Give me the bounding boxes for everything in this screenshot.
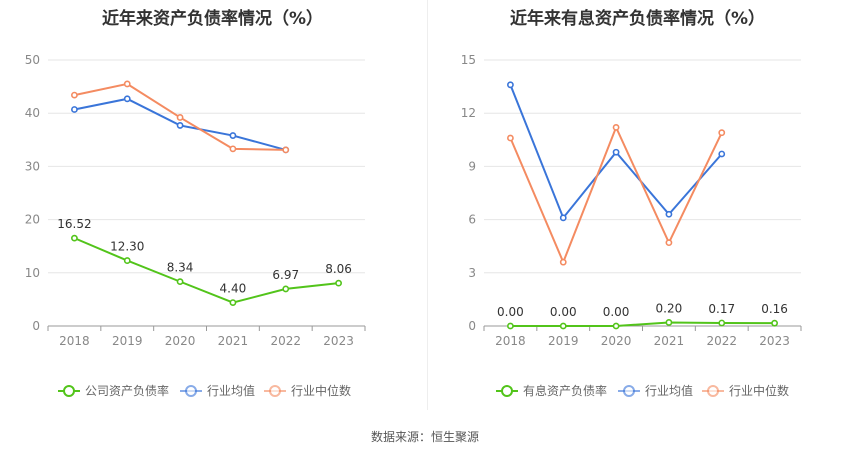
- right-y-tick-label: 12: [461, 106, 476, 120]
- right-x-tick-label: 2019: [548, 334, 579, 348]
- left-chart-title: 近年来资产负债率情况（%）: [101, 9, 324, 29]
- right-series-line-0: [510, 321, 775, 327]
- right-x-tick-label: 2021: [654, 334, 685, 348]
- right-x-tick-label: 2020: [601, 334, 632, 348]
- left-data-label: 8.34: [167, 261, 194, 275]
- left-series-point-0: [71, 234, 78, 242]
- left-y-tick-label: 50: [25, 53, 40, 67]
- right-legend-label-0: 有息资产负债率: [523, 383, 607, 398]
- panel-divider: [427, 0, 428, 410]
- right-data-label: 0.20: [656, 301, 683, 315]
- right-y-tick-label: 6: [468, 213, 476, 227]
- left-data-label: 4.40: [220, 282, 247, 296]
- right-series-point-0: [559, 322, 567, 330]
- right-data-label: 0.00: [603, 305, 630, 319]
- right-series-point-1: [612, 148, 620, 156]
- left-y-tick-label: 40: [25, 106, 40, 120]
- right-data-label: 0.00: [550, 305, 577, 319]
- left-data-label: 8.06: [325, 262, 352, 276]
- right-data-label: 0.00: [497, 305, 524, 319]
- left-legend-marker-0: [63, 385, 75, 397]
- right-series-point-1: [559, 214, 567, 222]
- left-series-point-2: [71, 91, 78, 99]
- right-series-point-1: [665, 210, 673, 218]
- left-data-label: 6.97: [272, 268, 299, 282]
- right-x-tick-label: 2018: [495, 334, 526, 348]
- left-series-point-0: [282, 285, 290, 293]
- left-series-point-0: [176, 278, 184, 286]
- left-y-tick-label: 30: [25, 159, 40, 173]
- right-series-point-1: [718, 150, 726, 158]
- left-legend-label-2: 行业中位数: [291, 383, 351, 398]
- left-series-point-1: [229, 132, 237, 139]
- left-x-tick-label: 2019: [112, 334, 143, 348]
- left-legend-label-0: 公司资产负债率: [85, 383, 169, 398]
- right-x-tick-label: 2023: [759, 334, 790, 348]
- right-series-point-1: [507, 81, 514, 89]
- left-legend-marker-2: [269, 385, 281, 397]
- left-series-point-1: [123, 95, 131, 103]
- left-legend-label-1: 行业均值: [207, 383, 255, 398]
- right-legend-marker-2: [707, 385, 719, 397]
- right-series-point-2: [612, 123, 620, 131]
- right-x-tick-label: 2022: [706, 334, 737, 348]
- left-series-point-1: [176, 122, 184, 129]
- right-series-point-2: [559, 258, 567, 266]
- right-legend-marker-0: [501, 385, 513, 397]
- right-series-point-2: [507, 134, 514, 142]
- left-y-tick-label: 20: [25, 213, 40, 227]
- right-chart-title: 近年来有息资产负债率情况（%）: [509, 9, 766, 29]
- right-legend-marker-1: [623, 385, 635, 397]
- left-x-tick-label: 2021: [218, 334, 249, 348]
- left-y-tick-label: 10: [25, 266, 40, 280]
- left-series-point-2: [176, 114, 184, 121]
- right-series-point-2: [718, 129, 726, 137]
- right-legend-label-1: 行业均值: [645, 383, 693, 398]
- left-series-point-2: [282, 146, 290, 154]
- left-y-tick-label: 0: [32, 319, 40, 333]
- right-y-tick-label: 9: [468, 159, 476, 173]
- right-legend-label-2: 行业中位数: [729, 383, 789, 398]
- data-source-note: 数据来源：恒生聚源: [370, 430, 479, 444]
- left-series-point-1: [71, 106, 78, 113]
- left-legend-marker-1: [185, 385, 197, 397]
- left-x-tick-label: 2023: [323, 334, 354, 348]
- right-series-point-2: [665, 239, 673, 247]
- right-y-tick-label: 3: [468, 266, 476, 280]
- left-x-tick-label: 2018: [59, 334, 90, 348]
- right-y-tick-label: 0: [468, 319, 476, 333]
- right-series-point-0: [507, 322, 514, 330]
- left-series-point-2: [229, 145, 237, 153]
- left-x-tick-label: 2022: [270, 334, 301, 348]
- left-series-point-2: [123, 80, 131, 88]
- right-series-point-0: [612, 322, 620, 330]
- right-data-label: 0.16: [761, 302, 788, 316]
- right-series-point-0: [665, 319, 673, 326]
- left-data-label: 16.52: [57, 217, 91, 231]
- left-x-tick-label: 2020: [165, 334, 196, 348]
- left-series-point-0: [335, 279, 342, 287]
- left-series-point-0: [229, 299, 237, 306]
- left-series-point-0: [123, 257, 131, 264]
- right-series-point-0: [718, 319, 726, 327]
- right-data-label: 0.17: [708, 302, 735, 316]
- right-y-tick-label: 15: [461, 53, 476, 67]
- left-data-label: 12.30: [110, 240, 144, 254]
- left-series-line-0: [74, 237, 339, 304]
- right-series-point-0: [771, 319, 778, 327]
- right-series-line-2: [509, 124, 723, 265]
